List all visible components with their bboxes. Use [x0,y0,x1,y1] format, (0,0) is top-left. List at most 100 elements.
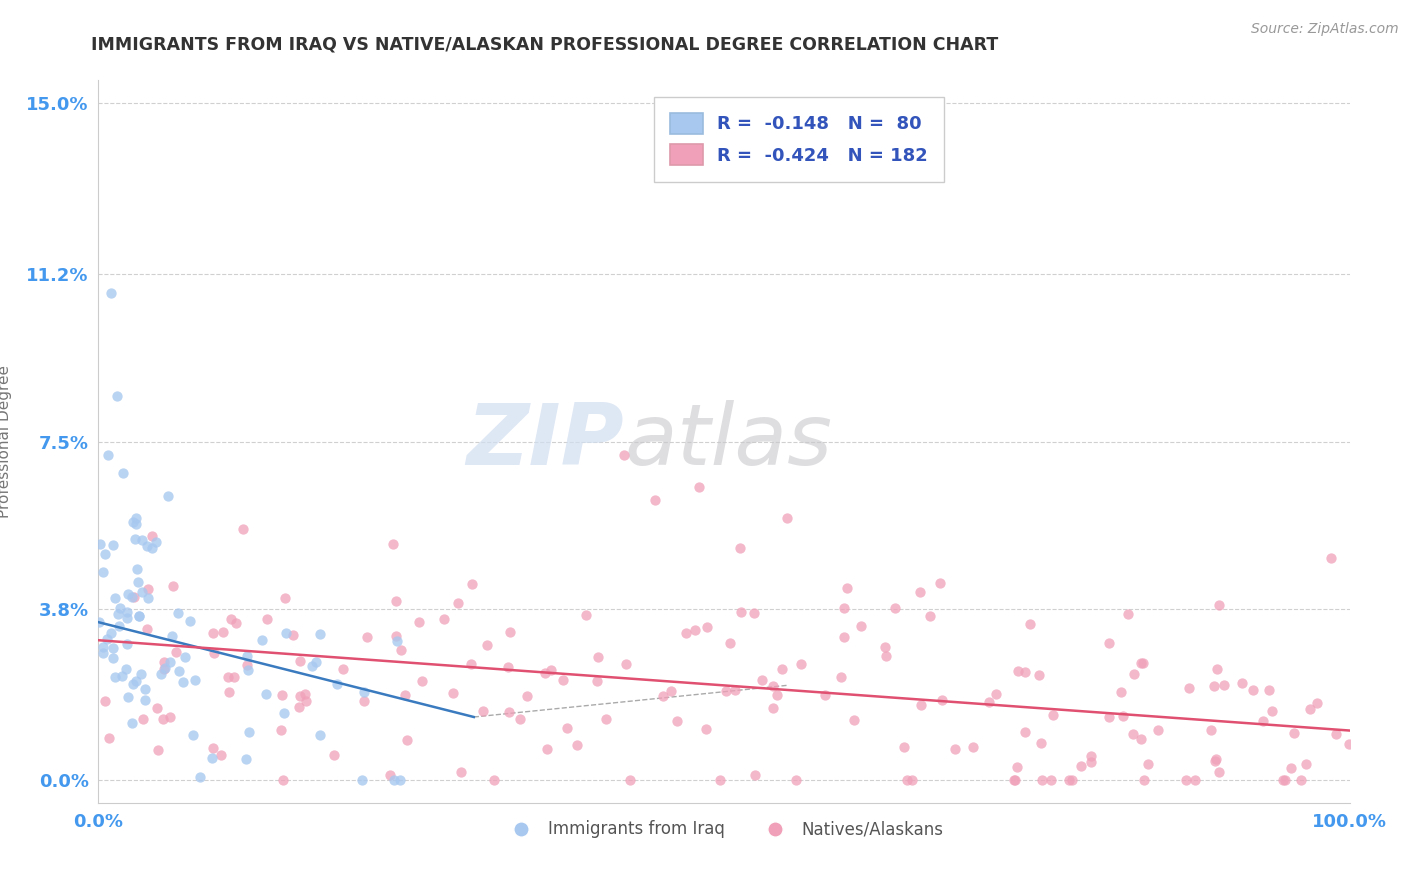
Point [124,532,146,546]
Point [136,591,159,605]
Point [1274,773,1296,788]
Point [433,612,456,626]
Point [499,624,522,639]
Point [1241,682,1264,697]
Point [125,517,148,532]
Point [103,538,125,552]
Point [742,607,765,621]
Point [1178,681,1201,696]
Point [411,673,433,688]
Point [1305,696,1327,710]
Point [509,712,531,726]
Point [730,606,752,620]
Point [565,739,588,753]
Point [93,646,115,660]
Point [475,638,498,652]
Point [1129,656,1152,670]
Point [305,655,328,669]
Point [785,772,807,787]
Point [121,590,143,604]
Point [287,700,309,714]
Point [1080,748,1102,763]
Point [382,536,405,550]
Point [97,448,120,462]
Point [152,713,174,727]
Point [172,674,194,689]
Point [150,666,173,681]
Point [1014,665,1036,679]
Point [1007,664,1029,678]
Point [447,596,470,610]
Point [128,609,150,624]
Point [356,630,378,644]
Point [1253,714,1275,729]
Point [1261,704,1284,718]
Point [141,529,163,543]
Point [1031,736,1053,750]
Point [1039,773,1062,788]
Point [832,601,855,615]
Point [87,615,110,630]
Point [174,649,197,664]
Point [288,689,311,703]
Point [387,634,409,648]
Point [160,629,183,643]
Point [89,537,111,551]
Point [896,773,918,788]
Point [105,389,128,403]
Point [1257,682,1279,697]
Point [1109,685,1132,699]
Point [790,657,813,671]
Point [281,628,304,642]
Point [1174,773,1197,788]
Point [225,616,247,631]
Text: Source: ZipAtlas.com: Source: ZipAtlas.com [1251,22,1399,37]
Point [832,630,855,644]
Point [555,721,578,735]
Point [254,687,277,701]
Point [766,688,789,702]
Point [614,657,637,672]
Point [252,632,274,647]
Point [875,648,897,663]
Point [1279,760,1302,774]
Point [202,646,225,660]
Point [461,577,484,591]
Point [1002,773,1025,788]
Point [141,541,163,555]
Point [1213,678,1236,692]
Point [162,579,184,593]
Point [1060,773,1083,788]
Point [103,641,125,656]
Point [326,677,349,691]
Point [744,768,766,782]
Point [188,770,211,784]
Point [134,681,156,696]
Point [613,448,636,462]
Point [751,673,773,687]
Point [1147,723,1170,737]
Point [131,712,153,726]
Point [1184,773,1206,788]
Point [1320,551,1343,566]
Point [107,607,129,621]
Point [1137,756,1160,771]
Point [122,515,145,529]
Point [121,716,143,731]
Point [460,657,482,671]
Point [979,695,1001,709]
Point [688,480,710,494]
Point [1205,752,1227,766]
Point [1208,598,1230,612]
Point [382,773,405,788]
Point [928,576,950,591]
Point [256,612,278,626]
Point [408,615,430,630]
Point [1014,725,1036,739]
Point [294,687,316,701]
Point [830,670,852,684]
Point [131,533,153,548]
Text: atlas: atlas [624,400,832,483]
Point [238,663,260,677]
Point [842,714,865,728]
